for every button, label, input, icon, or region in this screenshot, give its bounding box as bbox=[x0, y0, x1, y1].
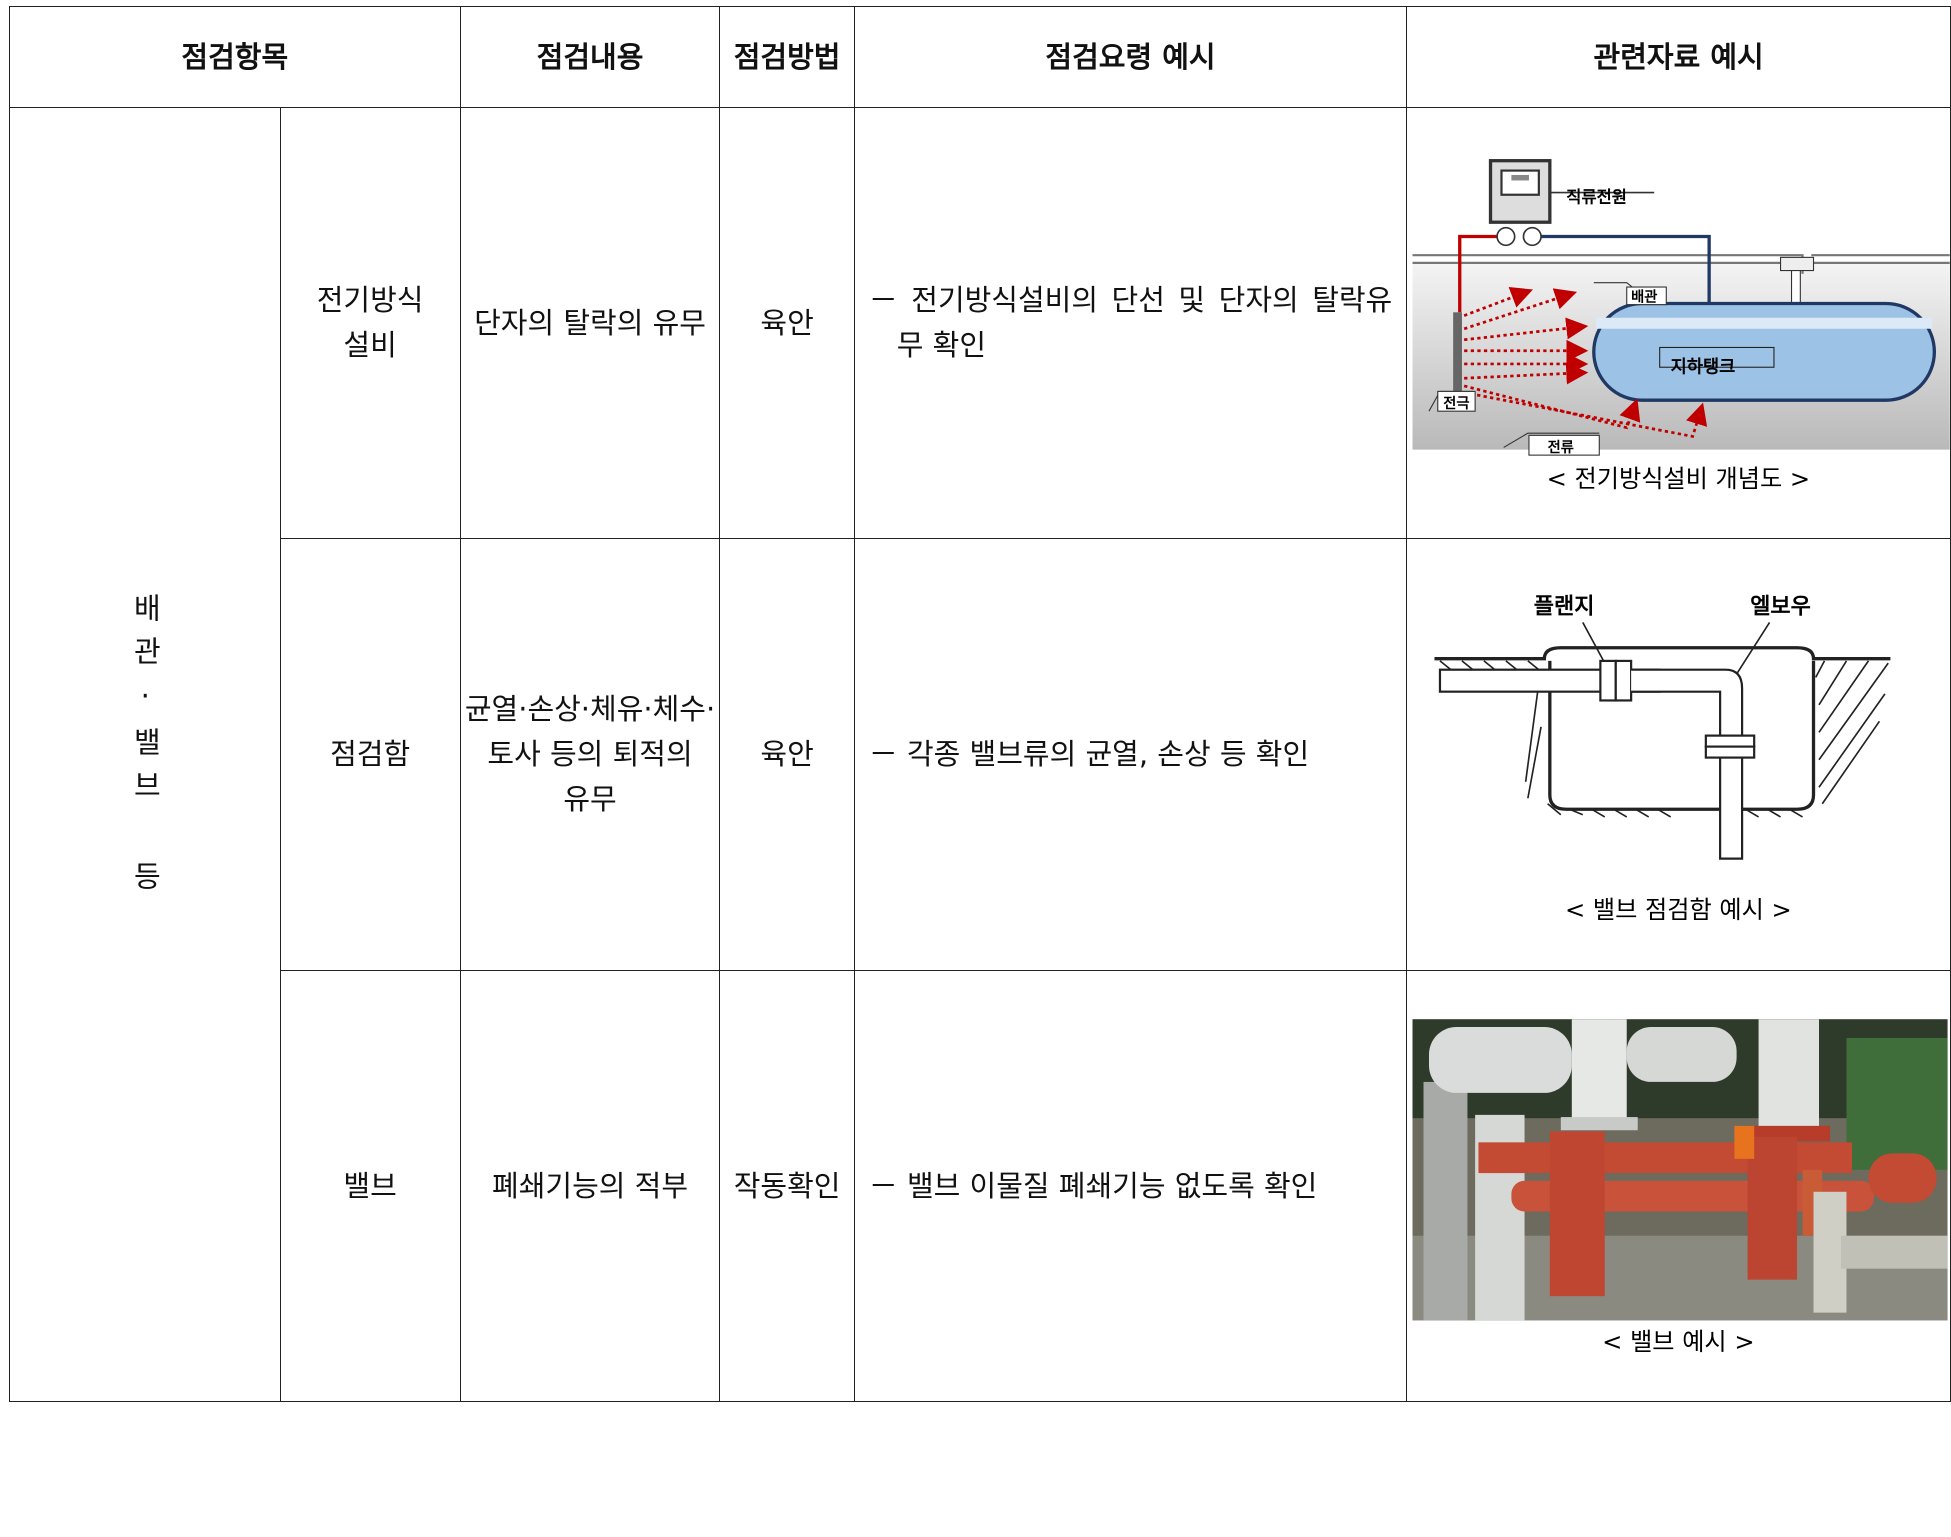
item-cell: 밸브 bbox=[279, 969, 461, 1403]
content-cell: 단자의 탈락의 유무 bbox=[459, 106, 721, 540]
figure-cell: 플랜지 엘보우 < 밸브 점검함 예시 > bbox=[1406, 538, 1951, 971]
cathodic-protection-diagram: 직류전원 지하탱크 배관 bbox=[1412, 158, 1950, 493]
method-cell: 작동확인 bbox=[719, 969, 855, 1403]
header-cell: 점검요령 예시 bbox=[853, 6, 1408, 108]
header-cell: 점검항목 bbox=[9, 6, 461, 108]
figure-cell: < 밸브 예시 > bbox=[1406, 969, 1951, 1403]
diagram-label: 엘보우 bbox=[1750, 595, 1811, 620]
row: 밸브 폐쇄기능의 적부 작동확인 － 밸브 이물질 폐쇄기능 없도록 확인 bbox=[10, 969, 1951, 1403]
method-cell: 육안 bbox=[719, 106, 855, 540]
diagram-label: 전극 bbox=[1444, 395, 1470, 412]
row: 배관·밸브 등 전기방식 설비 단자의 탈락의 유무 육안 － 전기방식설비의 … bbox=[9, 106, 1951, 1403]
header-cell: 점검내용 bbox=[459, 6, 721, 108]
page: 점검항목 점검내용 점검방법 점검요령 예시 관련자료 예시 배관·밸브 등 전… bbox=[9, 6, 1951, 1403]
diagram-label: 플랜지 bbox=[1534, 595, 1595, 620]
header-cell: 점검방법 bbox=[719, 6, 855, 108]
content-cell: 폐쇄기능의 적부 bbox=[459, 969, 721, 1403]
valve-photo: < 밸브 예시 > bbox=[1412, 1019, 1948, 1356]
group-cell: 배관·밸브 등 bbox=[9, 106, 281, 1403]
guide-cell: － 밸브 이물질 폐쇄기능 없도록 확인 bbox=[853, 969, 1408, 1403]
guide-cell: － 각종 밸브류의 균열, 손상 등 확인 bbox=[853, 538, 1408, 971]
diagram-label: 지하탱크 bbox=[1671, 357, 1736, 378]
figure-caption: < 전기방식설비 개념도 > bbox=[1547, 465, 1811, 493]
header-row: 점검항목 점검내용 점검방법 점검요령 예시 관련자료 예시 bbox=[9, 6, 1951, 108]
header-cell: 관련자료 예시 bbox=[1406, 6, 1951, 108]
diagram-label: 배관 bbox=[1631, 288, 1657, 305]
content-cell: 균열·손상·체유·체수· 토사 등의 퇴적의 유무 bbox=[459, 538, 721, 971]
row: 점검함 균열·손상·체유·체수· 토사 등의 퇴적의 유무 육안 － 각종 밸브… bbox=[10, 538, 1951, 971]
figure-caption: < 밸브 예시 > bbox=[1602, 1328, 1754, 1356]
item-cell: 점검함 bbox=[279, 538, 461, 971]
diagram-label: 직류전원 bbox=[1567, 187, 1628, 206]
figure-caption: < 밸브 점검함 예시 > bbox=[1565, 896, 1792, 924]
inspection-table: 점검항목 점검내용 점검방법 점검요령 예시 관련자료 예시 배관·밸브 등 전… bbox=[9, 6, 1951, 1403]
valve-pit-diagram: 플랜지 엘보우 < 밸브 점검함 예시 > bbox=[1434, 595, 1891, 924]
group-label: 배관·밸브 등 bbox=[128, 592, 163, 904]
diagram-label: 전류 bbox=[1548, 439, 1574, 456]
method-cell: 육안 bbox=[719, 538, 855, 971]
guide-cell: － 전기방식설비의 단선 및 단자의 탈락유무 확인 bbox=[853, 106, 1408, 540]
item-cell: 전기방식 설비 bbox=[279, 106, 461, 540]
figure-cell: 직류전원 지하탱크 배관 bbox=[1406, 106, 1951, 540]
